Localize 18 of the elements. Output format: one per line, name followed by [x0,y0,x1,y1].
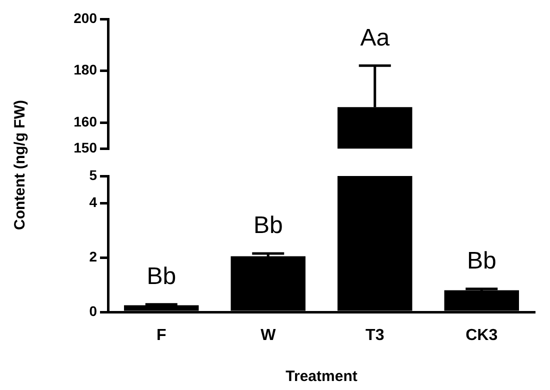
x-tick-label: W [260,327,277,344]
y-tick-label: 4 [89,194,98,210]
x-tick-label: T3 [366,327,384,344]
x-tick-label: F [156,327,166,344]
annotation: Bb [253,212,283,240]
annotation: Bb [146,263,176,290]
annotation: Aa [360,24,390,52]
y-tick-label: 150 [74,139,98,156]
y-tick-label: 5 [89,166,98,183]
annotation: Bb [466,248,496,275]
y-tick-label: 2 [89,248,98,264]
y-tick-label: 160 [74,114,98,130]
y-tick-label: 200 [74,10,98,26]
y-axis-title: Content (ng/g FW) [12,100,28,230]
x-tick-label: CK3 [466,327,498,344]
y-tick-label: 0 [89,302,98,319]
y-tick-label: 180 [74,62,98,78]
x-axis-title: Treatment [286,368,358,386]
